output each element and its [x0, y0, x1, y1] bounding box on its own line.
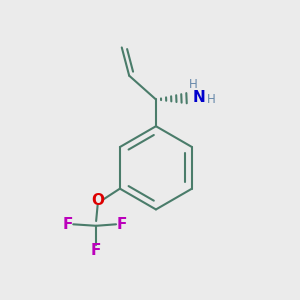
Text: H: H — [207, 93, 216, 106]
Text: F: F — [63, 217, 73, 232]
Text: N: N — [193, 91, 206, 106]
Text: O: O — [91, 193, 104, 208]
Text: F: F — [116, 217, 127, 232]
Text: F: F — [91, 243, 101, 258]
Text: H: H — [189, 78, 198, 91]
